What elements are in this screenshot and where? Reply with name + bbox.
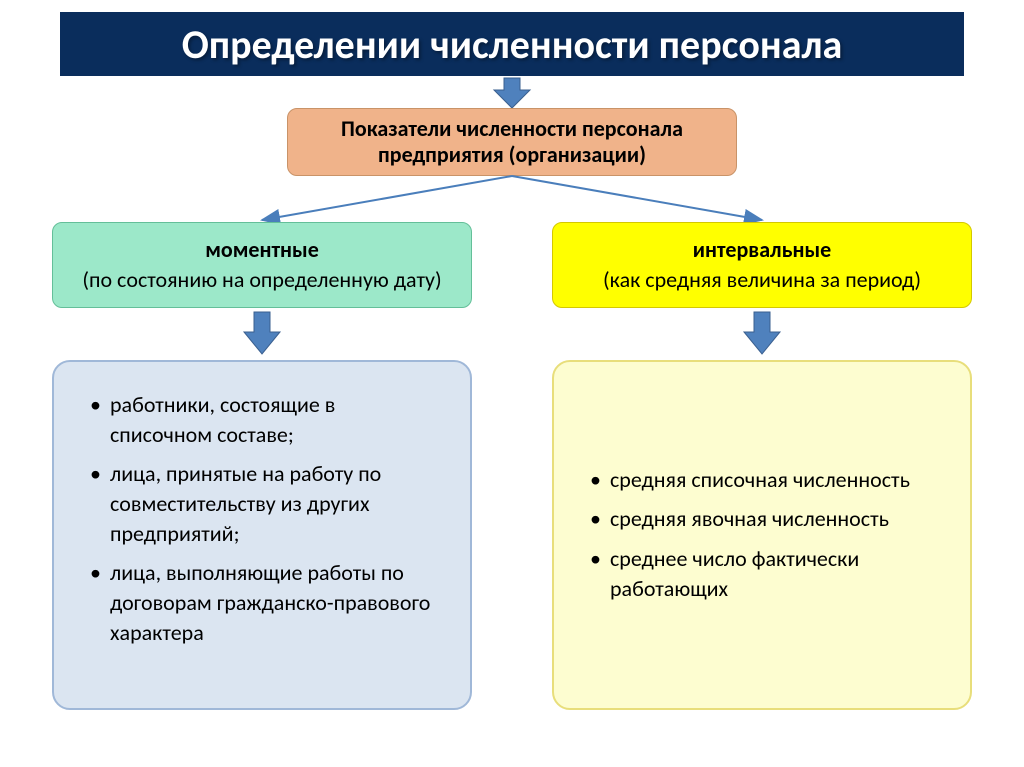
- list-item: средняя списочная численность: [590, 465, 942, 495]
- left-header-sub: (по состоянию на определенную дату): [82, 265, 441, 295]
- top-box-line1: Показатели численности персонала: [341, 116, 683, 142]
- right-header-sub: (как средняя величина за период): [603, 265, 921, 295]
- right-panel: средняя списочная численность средняя яв…: [552, 360, 972, 710]
- arrow-title-to-top: [492, 76, 532, 110]
- right-header: интервальные (как средняя величина за пе…: [552, 222, 972, 308]
- list-item: работники, состоящие в списочном составе…: [90, 390, 442, 449]
- left-header-title: моментные: [205, 235, 319, 265]
- list-item: лица, выполняющие работы по договорам гр…: [90, 558, 442, 647]
- arrow-left-down: [242, 310, 282, 356]
- left-panel: работники, состоящие в списочном составе…: [52, 360, 472, 710]
- list-item: лица, принятые на работу по совместитель…: [90, 459, 442, 548]
- list-item: среднее число фактически работающих: [590, 544, 942, 603]
- title-bar: Определении численности персонала: [60, 12, 964, 76]
- right-header-title: интервальные: [693, 235, 832, 265]
- arrow-right-down: [742, 310, 782, 356]
- top-box: Показатели численности персонала предпри…: [287, 108, 737, 176]
- list-item: средняя явочная численность: [590, 504, 942, 534]
- left-list: работники, состоящие в списочном составе…: [90, 390, 442, 648]
- right-list: средняя списочная численность средняя яв…: [590, 465, 942, 614]
- top-box-line2: предприятия (организации): [378, 142, 646, 168]
- left-header: моментные (по состоянию на определенную …: [52, 222, 472, 308]
